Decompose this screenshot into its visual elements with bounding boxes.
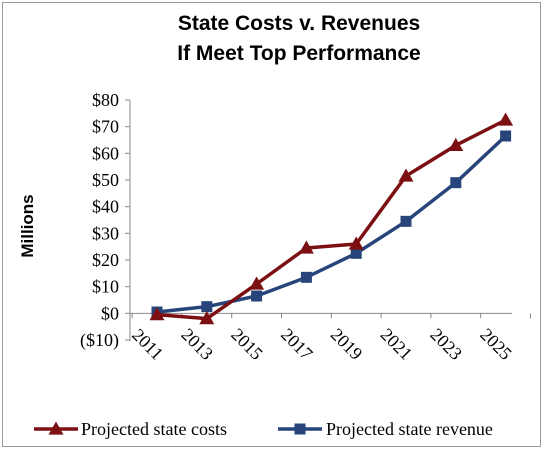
y-tick-label: ($10) (80, 330, 119, 351)
legend-item-revenue: Projected state revenue (278, 419, 493, 439)
legend: Projected state costs Projected state rev… (34, 419, 493, 439)
data-point-triangle (199, 311, 215, 325)
x-tick-label: 2017 (277, 324, 317, 364)
x-tick-label: 2023 (426, 324, 466, 364)
y-tick-label: $70 (92, 117, 119, 137)
chart-title: State Costs v. Revenues If Meet Top Perf… (177, 12, 421, 65)
chart-title-line-2: If Meet Top Performance (177, 42, 421, 65)
series-revenue (151, 130, 512, 318)
data-point-square (400, 215, 412, 227)
series-layer (149, 112, 514, 325)
data-point-square (300, 271, 312, 283)
x-tick-label: 2013 (177, 324, 217, 364)
data-point-triangle (398, 168, 414, 182)
chart-title-line-1: State Costs v. Revenues (178, 12, 420, 35)
data-point-square (201, 301, 213, 313)
legend-marker-square (294, 423, 306, 435)
legend-marker-triangle (48, 421, 64, 435)
y-tick-labels: ($10) $0 $10 $20 $30 $40 $50 $60 $70 $80 (80, 90, 119, 351)
data-point-square (450, 177, 462, 189)
data-point-triangle (498, 112, 514, 126)
y-tick-label: $80 (92, 90, 119, 110)
data-point-triangle (298, 240, 314, 254)
data-point-triangle (448, 137, 464, 151)
series-line (156, 134, 507, 314)
data-point-triangle (249, 276, 265, 290)
series-line (156, 118, 507, 321)
x-tick-label: 2019 (327, 324, 367, 364)
legend-item-costs: Projected state costs (34, 419, 227, 439)
y-tick-label: $30 (92, 223, 119, 243)
legend-label: Projected state revenue (326, 419, 493, 439)
data-point-square (251, 290, 263, 302)
axes (125, 99, 531, 341)
data-point-square (500, 130, 512, 142)
series-costs (149, 112, 514, 325)
x-tick-labels: 2011 2013 2015 2017 2019 2021 2023 2025 (128, 324, 516, 364)
y-tick-label: $0 (101, 303, 119, 323)
x-tick-label: 2011 (128, 325, 167, 364)
x-tick-label: 2025 (476, 324, 516, 364)
chart-frame (2, 2, 541, 447)
y-tick-label: $10 (92, 277, 119, 297)
data-point-triangle (348, 236, 364, 250)
x-tick-label: 2021 (377, 324, 417, 364)
y-tick-label: $20 (92, 250, 119, 270)
x-tick-label: 2015 (227, 324, 267, 364)
legend-label: Projected state costs (81, 419, 227, 439)
data-point-square (350, 247, 362, 259)
data-point-triangle (149, 307, 165, 321)
y-tick-label: $50 (92, 170, 119, 190)
y-axis-label: Millions (18, 194, 37, 257)
y-tick-label: $40 (92, 197, 119, 217)
y-tick-label: $60 (92, 143, 119, 163)
